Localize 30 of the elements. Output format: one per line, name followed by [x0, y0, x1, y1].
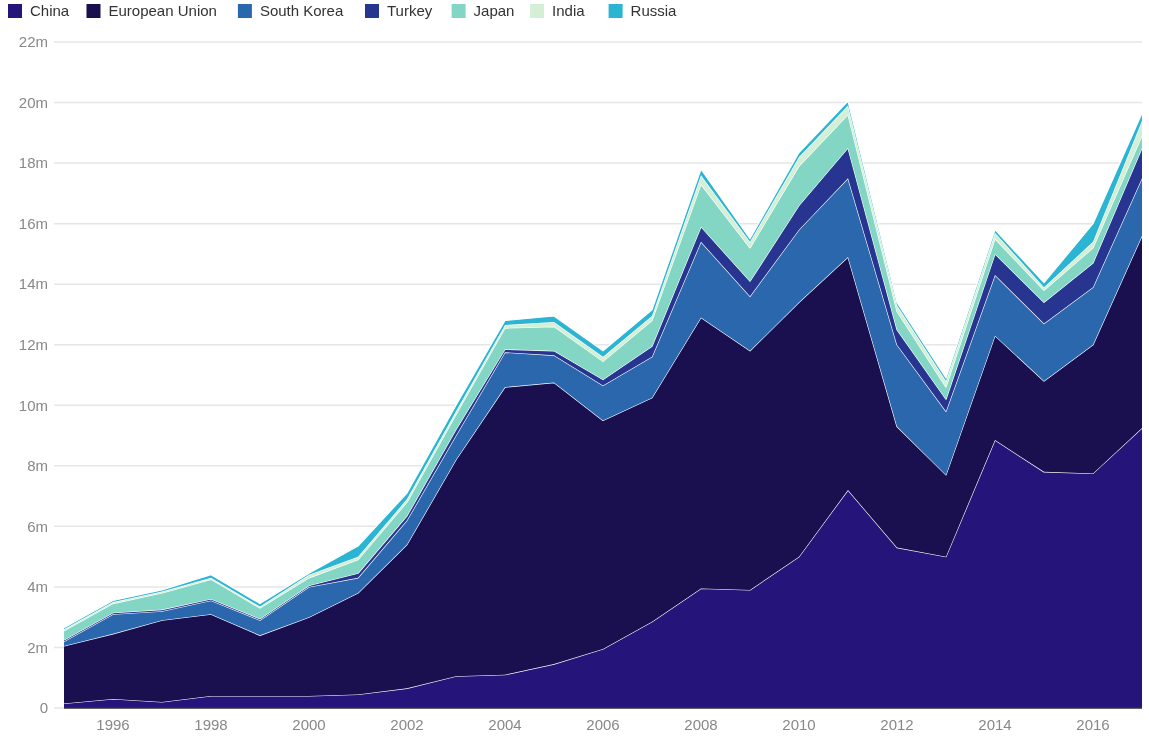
x-tick-label: 2006 [586, 716, 620, 733]
y-tick-label: 20m [18, 93, 48, 111]
y-tick-label: 16m [18, 214, 48, 232]
legend-label: Japan [473, 2, 515, 19]
y-tick-label: 14m [18, 275, 48, 293]
legend-label: European Union [108, 2, 217, 19]
x-tick-label: 2002 [390, 716, 424, 733]
legend-label: Russia [630, 2, 678, 19]
y-tick-label: 2m [27, 638, 48, 656]
y-tick-label: 0 [39, 699, 48, 717]
legend-label: India [552, 2, 586, 19]
x-tick-label: 2012 [880, 716, 914, 733]
x-tick-label: 2004 [488, 716, 522, 733]
x-tick-label: 2014 [978, 716, 1012, 733]
y-tick-label: 22m [18, 33, 48, 51]
y-tick-label: 4m [27, 578, 48, 596]
y-tick-label: 10m [18, 396, 48, 414]
x-tick-label: 2010 [782, 716, 816, 733]
y-tick-label: 6m [27, 517, 48, 535]
y-tick-label: 12m [18, 335, 48, 353]
y-tick-label: 18m [18, 154, 48, 172]
x-tick-label: 2008 [684, 716, 718, 733]
legend-label: South Korea [259, 2, 344, 19]
x-tick-label: 2000 [292, 716, 326, 733]
x-tick-label: 1998 [194, 716, 228, 733]
x-tick-label: 1996 [96, 716, 130, 733]
y-tick-label: 8m [27, 457, 48, 475]
legend-label: Turkey [387, 2, 433, 19]
legend-label: China [30, 2, 70, 19]
x-tick-label: 2016 [1076, 716, 1110, 733]
